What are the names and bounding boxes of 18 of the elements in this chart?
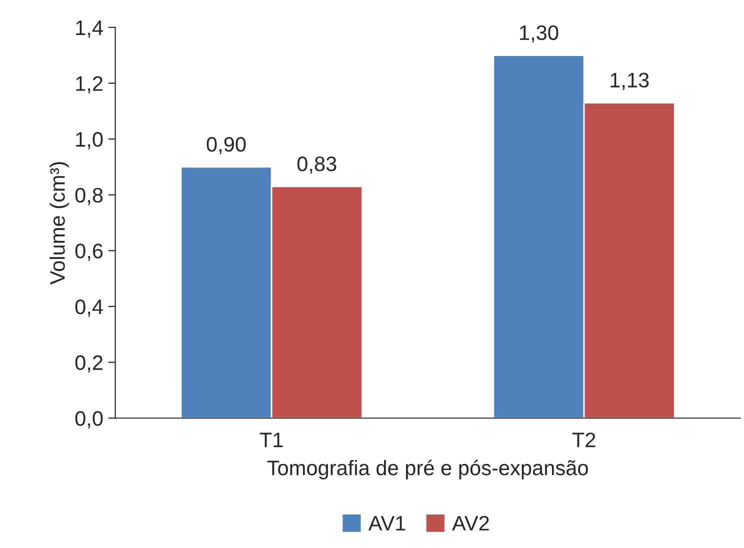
y-tick-label: 1,2 [76, 76, 102, 94]
data-label: 0,90 [206, 136, 246, 154]
x-tick-label: T2 [572, 432, 596, 448]
legend-label: AV2 [452, 516, 489, 530]
y-tick-label: 1,4 [76, 20, 103, 38]
x-tick-label: T1 [260, 432, 283, 448]
y-tick-label: 1,0 [76, 132, 103, 150]
data-label: 1,30 [520, 25, 558, 43]
y-tick-label: 0,2 [75, 355, 102, 373]
data-label: 0,83 [297, 156, 336, 174]
y-tick-label: 0,0 [75, 411, 103, 428]
legend-label: AV1 [368, 516, 406, 530]
y-tick-label: 0,8 [75, 188, 103, 206]
y-tick-label: 0,4 [75, 299, 103, 317]
x-axis-title: Tomografia de pré e pós-expansão [267, 460, 588, 480]
y-axis-title: Volume (cm³) [50, 162, 69, 285]
data-label: 1,13 [610, 72, 649, 90]
y-tick-label: 0,6 [75, 244, 103, 261]
